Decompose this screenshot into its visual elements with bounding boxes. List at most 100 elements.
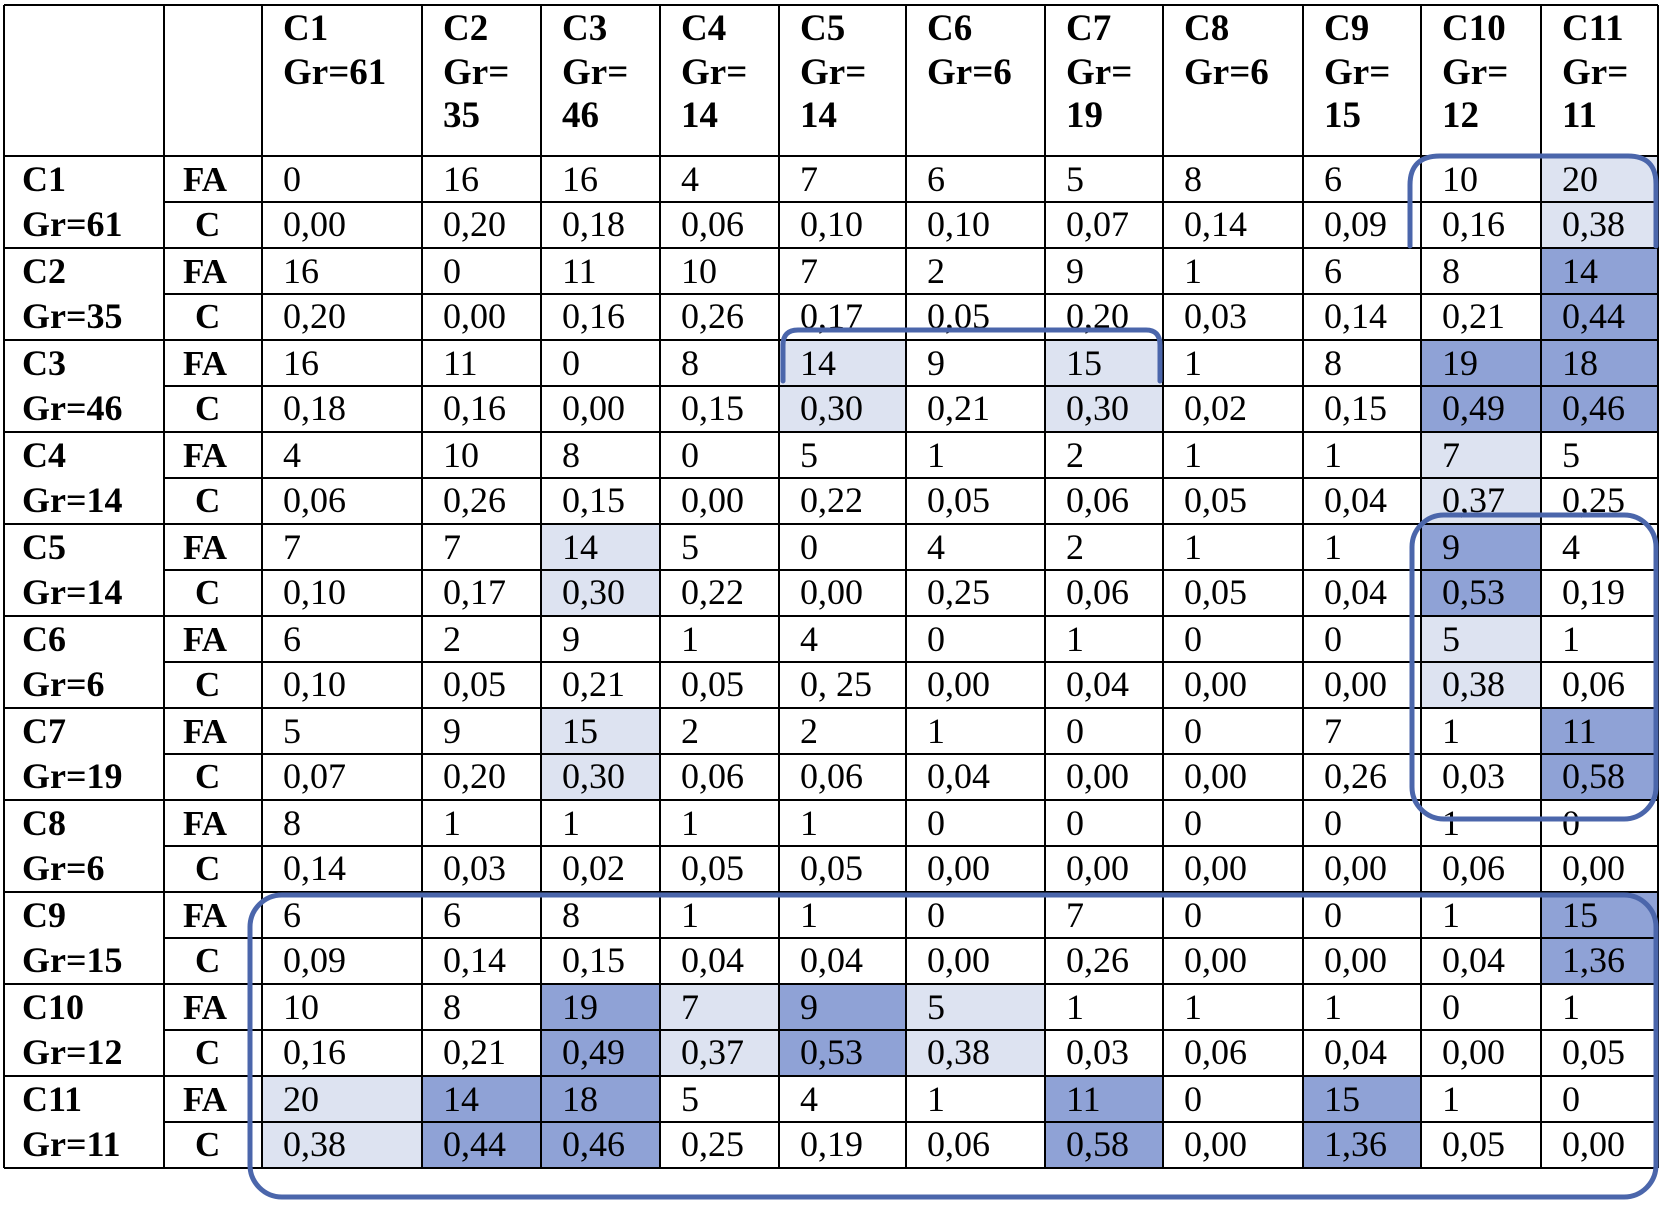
fa-value: 7 — [283, 527, 301, 567]
c-value: 0,44 — [1562, 296, 1625, 336]
c-value: 0,30 — [1066, 388, 1129, 428]
fa-value: 0 — [1184, 803, 1202, 843]
fa-value: 1 — [1066, 619, 1084, 659]
fa-value: 6 — [443, 895, 461, 935]
row-label-gr: Gr=6 — [22, 848, 105, 888]
col-header-gr: 35 — [443, 95, 480, 136]
fa-value: 18 — [562, 1079, 598, 1119]
row-label-gr: Gr=61 — [22, 204, 123, 244]
fa-value: 5 — [1562, 435, 1580, 475]
col-header-gr: 14 — [681, 95, 718, 136]
col-header-gr: Gr=61 — [283, 52, 386, 93]
c-value: 0,03 — [1066, 1032, 1129, 1072]
c-value: 0,00 — [927, 848, 990, 888]
c-value: 0,21 — [1442, 296, 1505, 336]
c-value: 0,20 — [443, 756, 506, 796]
row-label-gr: Gr=14 — [22, 572, 123, 612]
c-value: 0,06 — [681, 204, 744, 244]
col-header-gr: Gr=6 — [927, 52, 1012, 93]
fa-value: 6 — [1324, 251, 1342, 291]
fa-value: 1 — [927, 435, 945, 475]
fa-value: 0 — [681, 435, 699, 475]
c-value: 0,00 — [927, 940, 990, 980]
fa-value: 8 — [1442, 251, 1460, 291]
fa-value: 0 — [562, 343, 580, 383]
col-header-gr: Gr= — [1324, 52, 1390, 93]
c-value: 0,00 — [443, 296, 506, 336]
fa-value: 10 — [443, 435, 479, 475]
c-value: 0,05 — [681, 664, 744, 704]
c-value: 0,49 — [1442, 388, 1505, 428]
row-label-gr: Gr=35 — [22, 296, 123, 336]
fa-value: 1 — [927, 1079, 945, 1119]
fa-value: 10 — [283, 987, 319, 1027]
c-value: 0,26 — [1324, 756, 1387, 796]
cell-text-layer: C1Gr=61C2Gr=35C3Gr=46C4Gr=14C5Gr=14C6Gr=… — [22, 8, 1628, 1164]
fa-value: 6 — [1324, 159, 1342, 199]
fa-value: 1 — [1442, 803, 1460, 843]
fa-value: 1 — [1184, 987, 1202, 1027]
fa-value: 1 — [681, 895, 699, 935]
type-label-c: C — [195, 1125, 220, 1164]
col-header-gr: Gr= — [681, 52, 747, 93]
c-value: 0,05 — [443, 664, 506, 704]
col-header-name: C1 — [283, 8, 328, 49]
fa-value: 7 — [800, 251, 818, 291]
fa-value: 8 — [1324, 343, 1342, 383]
c-value: 0,00 — [1184, 664, 1247, 704]
fa-value: 20 — [1562, 159, 1598, 199]
c-value: 0,00 — [1184, 848, 1247, 888]
c-value: 0,06 — [927, 1124, 990, 1164]
row-label-gr: Gr=11 — [22, 1124, 121, 1164]
c-value: 0,20 — [443, 204, 506, 244]
row-label-name: C6 — [22, 619, 66, 659]
row-label-name: C5 — [22, 527, 66, 567]
fa-value: 1 — [800, 895, 818, 935]
c-value: 0,05 — [1184, 480, 1247, 520]
col-header-gr: 11 — [1562, 95, 1597, 136]
c-value: 0,00 — [1442, 1032, 1505, 1072]
col-header-name: C3 — [562, 8, 607, 49]
type-label-fa: FA — [183, 344, 228, 383]
c-value: 0,06 — [681, 756, 744, 796]
row-label-gr: Gr=6 — [22, 664, 105, 704]
fa-value: 8 — [1184, 159, 1202, 199]
type-label-c: C — [195, 389, 220, 428]
fa-value: 2 — [1066, 527, 1084, 567]
fa-value: 1 — [1442, 895, 1460, 935]
col-header-name: C10 — [1442, 8, 1506, 49]
fa-value: 4 — [800, 619, 818, 659]
fa-value: 0 — [927, 895, 945, 935]
c-value: 0,15 — [1324, 388, 1387, 428]
highlight-outlines — [247, 153, 1659, 1200]
col-header-gr: Gr=6 — [1184, 52, 1269, 93]
c-value: 0,03 — [443, 848, 506, 888]
fa-value: 0 — [1562, 803, 1580, 843]
type-label-c: C — [195, 573, 220, 612]
c-value: 0,05 — [681, 848, 744, 888]
c-value: 0,26 — [1066, 940, 1129, 980]
row-label-name: C4 — [22, 435, 66, 475]
c-value: 0,15 — [562, 940, 625, 980]
fa-value: 4 — [927, 527, 945, 567]
fa-value: 9 — [562, 619, 580, 659]
fa-value: 18 — [1562, 343, 1598, 383]
c-value: 0,05 — [800, 848, 863, 888]
col-header-gr: 14 — [800, 95, 837, 136]
outline-c3-row — [780, 327, 1163, 384]
c-value: 0,20 — [283, 296, 346, 336]
c-value: 0,06 — [1442, 848, 1505, 888]
c-value: 0,06 — [1066, 572, 1129, 612]
fa-value: 4 — [681, 159, 699, 199]
fa-value: 1 — [681, 803, 699, 843]
fa-value: 6 — [927, 159, 945, 199]
type-label-fa: FA — [183, 804, 228, 843]
fa-value: 0 — [800, 527, 818, 567]
fa-value: 1 — [1562, 987, 1580, 1027]
fa-value: 19 — [1442, 343, 1478, 383]
outline-top-right — [1407, 153, 1659, 249]
row-label-name: C7 — [22, 711, 66, 751]
c-value: 0,07 — [1066, 204, 1129, 244]
col-header-gr: Gr= — [1442, 52, 1508, 93]
fa-value: 14 — [443, 1079, 479, 1119]
